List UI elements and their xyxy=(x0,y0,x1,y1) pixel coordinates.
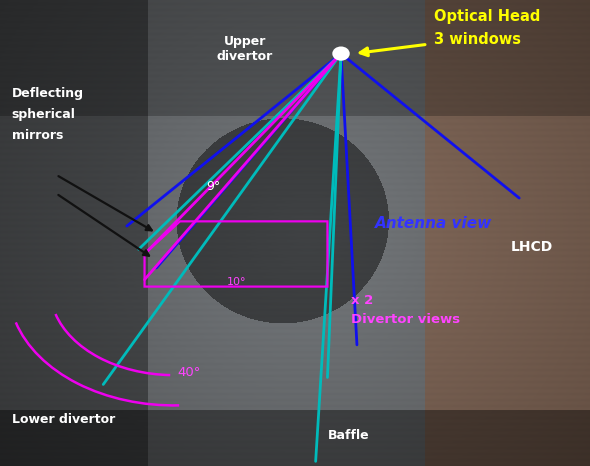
Text: Antenna view: Antenna view xyxy=(375,216,492,231)
Text: Baffle: Baffle xyxy=(327,429,369,442)
Circle shape xyxy=(333,48,349,60)
Text: Upper
divertor: Upper divertor xyxy=(217,35,273,63)
Text: Lower divertor: Lower divertor xyxy=(12,413,115,426)
Text: 40°: 40° xyxy=(177,366,201,379)
Text: 9°: 9° xyxy=(206,180,221,193)
Text: Optical Head: Optical Head xyxy=(434,9,540,24)
Text: 3 windows: 3 windows xyxy=(434,32,520,47)
Text: LHCD: LHCD xyxy=(510,240,553,254)
Text: mirrors: mirrors xyxy=(12,129,63,142)
Text: x 2: x 2 xyxy=(351,294,373,307)
Text: Deflecting: Deflecting xyxy=(12,87,84,100)
Text: spherical: spherical xyxy=(12,108,76,121)
Text: 10°: 10° xyxy=(227,277,247,287)
Text: Divertor views: Divertor views xyxy=(351,313,460,326)
